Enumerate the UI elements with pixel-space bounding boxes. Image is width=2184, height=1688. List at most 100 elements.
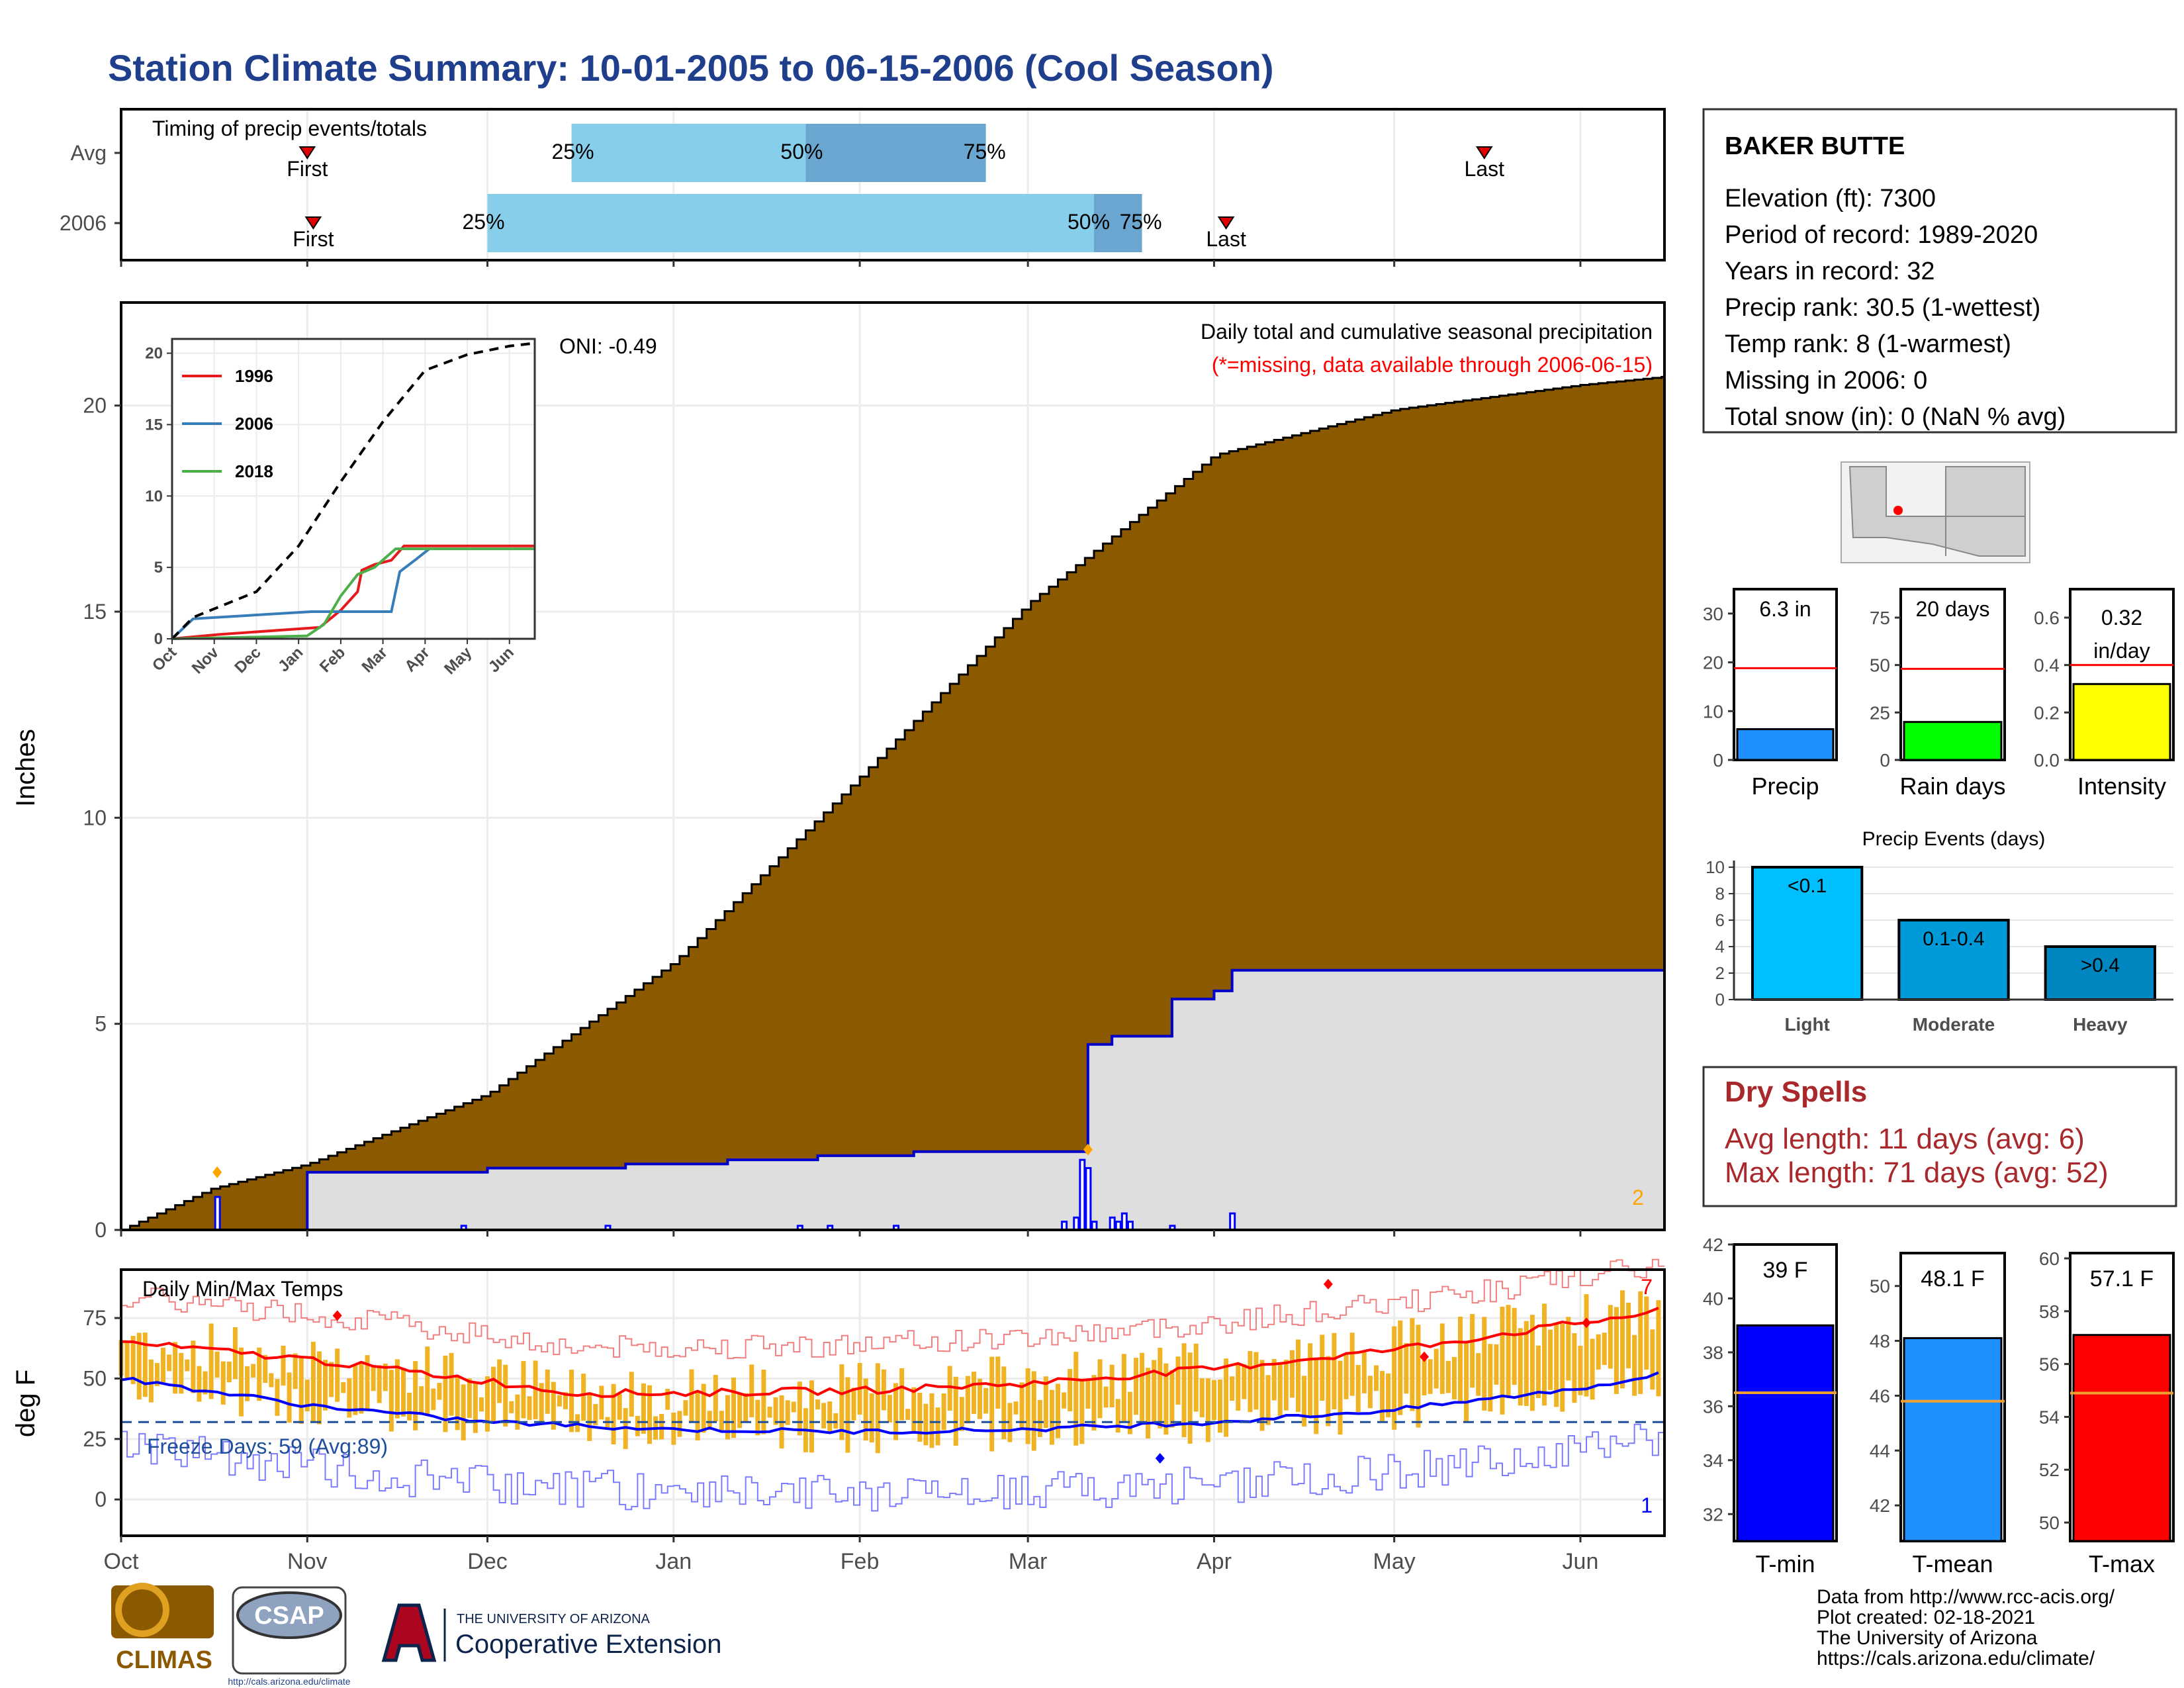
daily-temp-bar [1410, 1318, 1415, 1411]
station-name: BAKER BUTTE [1725, 132, 1905, 160]
daily-temp-bar [1062, 1392, 1067, 1409]
daily-temp-bar [1230, 1376, 1235, 1401]
daily-temp-bar [1127, 1391, 1132, 1434]
daily-temp-bar [1535, 1345, 1541, 1399]
summary-ytick-label: 0.0 [2034, 750, 2060, 771]
event-bar-label: <0.1 [1788, 875, 1827, 897]
daily-temp-bar [551, 1382, 556, 1430]
event-bar-label: 0.1-0.4 [1923, 928, 1984, 950]
daily-temp-bar [1109, 1364, 1115, 1408]
record-low-count: 1 [1641, 1493, 1653, 1517]
month-tick-label: Apr [1197, 1549, 1232, 1574]
daily-temp-bar [599, 1385, 604, 1420]
temp-summary-bars: 39 F 32 34 36 38 40 42 T-min 48.1 F 42 44 46 48 50 T-m… [1703, 1235, 2175, 1577]
daily-temp-bar [923, 1403, 929, 1446]
daily-temp-bar [1140, 1352, 1145, 1425]
daily-temp-bar [1079, 1380, 1085, 1444]
record-high-marker [1582, 1317, 1592, 1329]
daily-temp-bar [142, 1333, 148, 1397]
daily-temp-bar [1187, 1352, 1193, 1444]
daily-temp-bar [791, 1401, 796, 1413]
daily-temp-bar [635, 1416, 640, 1436]
temp-ylabel: deg F [11, 1370, 40, 1437]
month-tick-label: Dec [467, 1549, 507, 1574]
temp-summary-ytick-label: 50 [1870, 1276, 1890, 1297]
daily-temp-bar [917, 1393, 923, 1442]
event-category-label: Moderate [1913, 1014, 1995, 1035]
daily-temp-bar [365, 1355, 370, 1411]
daily-temp-bar [287, 1372, 292, 1423]
daily-temp-bar [737, 1392, 743, 1429]
daily-temp-bar [641, 1383, 646, 1434]
location-map [1841, 461, 2030, 563]
csap-logo-url: http://cals.arizona.edu/climate [228, 1676, 350, 1687]
daily-temp-bar [899, 1368, 905, 1421]
daily-temp-bar [677, 1411, 682, 1437]
daily-temp-bar [1451, 1357, 1457, 1400]
daily-temp-bar [1398, 1320, 1403, 1415]
inset-ytick-label: 10 [145, 487, 163, 505]
cumulative-precip-panel: 2 Daily total and cumulative seasonal pre… [11, 301, 1666, 1242]
daily-temp-bar [1572, 1333, 1577, 1403]
record-low-line [121, 1423, 1664, 1512]
daily-temp-bar [1224, 1358, 1229, 1437]
daily-temp-bar [1302, 1376, 1307, 1427]
daily-temp-bar [179, 1352, 184, 1394]
daily-temp-bar [407, 1392, 412, 1421]
timing-bar-50-75 [1093, 194, 1142, 252]
precip-summary-bars: 6.3 in 0 10 20 30 Precip 20 days 0 25 50 75 Rain da… [1703, 588, 2175, 800]
daily-temp-bar [1001, 1366, 1007, 1440]
record-high-count: 7 [1641, 1275, 1653, 1299]
daily-temp-bar [527, 1396, 532, 1421]
daily-temp-bar [1289, 1350, 1295, 1398]
daily-temp-bar [173, 1342, 178, 1394]
daily-temp-bar [887, 1395, 892, 1423]
first-marker [304, 216, 322, 230]
daily-temp-bar [1560, 1323, 1565, 1412]
month-tick-label: Jun [1563, 1549, 1599, 1574]
daily-temp-bar [275, 1379, 280, 1416]
record-high-line [121, 1258, 1664, 1360]
climas-logo-ring [115, 1583, 169, 1637]
timing-bar-50-75 [805, 124, 986, 182]
daily-precip-bar [1079, 1158, 1086, 1231]
daily-temp-bar [851, 1387, 856, 1421]
daily-temp-bar [1133, 1358, 1138, 1415]
dry-spells-max: Max length: 71 days (avg: 52) [1725, 1156, 2109, 1189]
daily-temp-bar [431, 1388, 436, 1411]
daily-temp-bar [1433, 1348, 1439, 1389]
cum-ytick-label: 0 [95, 1218, 107, 1242]
daily-temp-bar [1205, 1378, 1210, 1442]
daily-temp-bar [1211, 1380, 1216, 1421]
daily-temp-bar [238, 1347, 244, 1417]
summary-xlabel: Rain days [1899, 773, 2005, 800]
timing-first-label: First [293, 227, 334, 251]
record-low-marker [1155, 1453, 1165, 1464]
daily-temp-bar [1308, 1343, 1313, 1417]
daily-temp-bar [1049, 1389, 1054, 1445]
daily-temp-bar [869, 1393, 874, 1443]
season-cumulative-area [121, 970, 1664, 1230]
daily-temp-bar [1644, 1296, 1649, 1370]
daily-temp-bar [1253, 1352, 1259, 1410]
timing-title: Timing of precip events/totals [152, 117, 427, 140]
daily-temp-bar [515, 1394, 520, 1430]
ua-extension-text: Cooperative Extension [455, 1630, 721, 1659]
temp-summary-ytick-label: 36 [1703, 1396, 1723, 1417]
daily-temp-bar [593, 1404, 598, 1426]
events-ytick-label: 8 [1715, 884, 1725, 904]
inset-legend-label: 2006 [235, 414, 273, 434]
daily-temp-bar [388, 1370, 394, 1432]
event-bar-heavy [2044, 945, 2157, 1001]
timing-label-75: 75% [1120, 210, 1162, 234]
daily-temp-bar [347, 1378, 352, 1418]
cum-title: Daily total and cumulative seasonal prec… [1201, 320, 1653, 344]
timing-last-label: Last [1465, 157, 1505, 181]
precip-events-chart: Precip Events (days) <0.1 Light 0.1-0.4 Mode… [1706, 828, 2173, 1035]
daily-temp-bar [1163, 1363, 1169, 1435]
daily-temp-bar [1464, 1340, 1469, 1423]
daily-temp-bar [755, 1399, 760, 1436]
temp-summary-ytick-label: 52 [2039, 1460, 2060, 1480]
daily-temp-bar [203, 1371, 208, 1395]
avg-tmin-line [120, 1371, 1659, 1435]
